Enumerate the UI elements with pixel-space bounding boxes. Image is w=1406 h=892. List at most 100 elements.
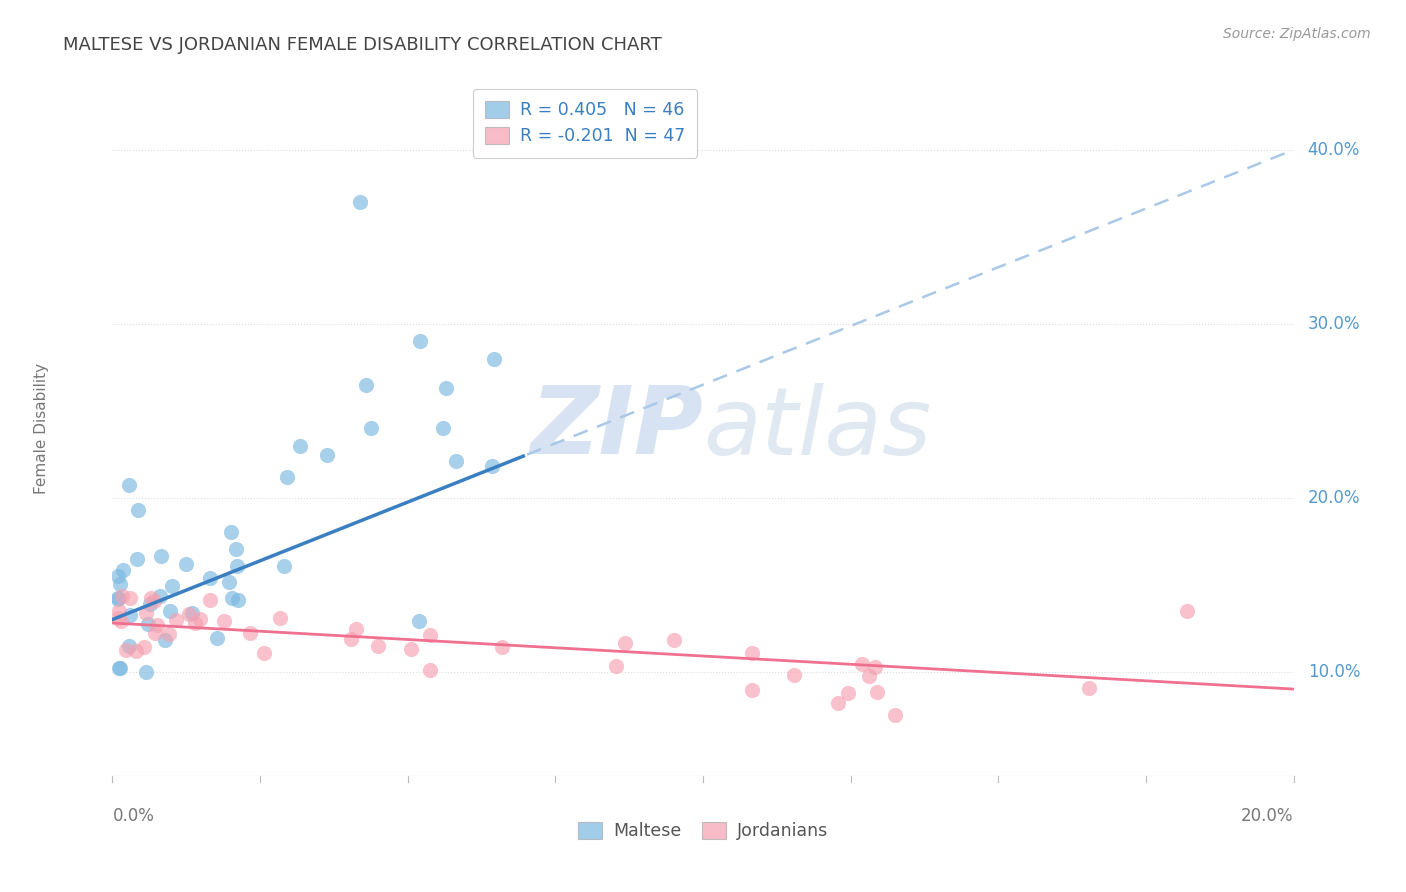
Point (432, 421, 454, 435)
Text: 20.0%: 20.0% (1241, 807, 1294, 825)
Legend: Maltese, Jordanians: Maltese, Jordanians (571, 815, 835, 847)
Point (408, 334, 430, 349)
Point (114, 643, 136, 657)
Point (221, 591, 243, 606)
Point (349, 195, 371, 210)
Point (228, 593, 250, 607)
Point (145, 626, 167, 640)
Point (127, 503, 149, 517)
Point (108, 661, 131, 675)
Text: Source: ZipAtlas.com: Source: ZipAtlas.com (1223, 27, 1371, 41)
Point (865, 685, 887, 699)
Point (482, 351, 505, 366)
Point (125, 552, 148, 566)
Point (111, 589, 134, 603)
Point (446, 454, 468, 468)
Point (120, 608, 142, 623)
Point (177, 607, 200, 621)
Point (408, 614, 430, 628)
Point (110, 614, 132, 628)
Point (107, 591, 129, 605)
Point (741, 683, 763, 698)
Point (783, 668, 806, 682)
Point (315, 448, 337, 462)
Point (253, 646, 276, 660)
Text: ZIP: ZIP (530, 382, 703, 475)
Point (135, 606, 157, 620)
Point (107, 611, 129, 625)
Point (135, 665, 157, 679)
Point (491, 640, 513, 654)
Point (198, 572, 221, 586)
Point (851, 657, 873, 671)
Point (139, 591, 162, 606)
Point (118, 639, 141, 653)
Point (360, 421, 382, 435)
Point (107, 569, 129, 583)
Point (125, 644, 148, 658)
Text: 10.0%: 10.0% (1308, 663, 1360, 681)
Text: 20.0%: 20.0% (1308, 489, 1360, 507)
Point (139, 597, 162, 611)
Point (159, 604, 181, 618)
Point (218, 575, 240, 590)
Point (827, 696, 849, 710)
Point (188, 612, 211, 626)
Point (183, 616, 205, 631)
Point (858, 668, 880, 682)
Point (160, 579, 183, 593)
Point (239, 626, 262, 640)
Text: Female Disability: Female Disability (34, 362, 49, 494)
Point (221, 525, 243, 540)
Point (134, 640, 156, 654)
Point (354, 378, 377, 392)
Point (419, 627, 441, 641)
Point (149, 589, 172, 603)
Point (145, 617, 167, 632)
Point (741, 646, 763, 660)
Point (157, 627, 180, 641)
Point (212, 614, 235, 628)
Point (863, 660, 886, 674)
Point (118, 591, 141, 606)
Point (165, 613, 187, 627)
Point (269, 611, 291, 625)
Point (107, 592, 129, 607)
Point (346, 623, 368, 637)
Point (198, 592, 221, 607)
Text: 40.0%: 40.0% (1308, 141, 1360, 159)
Point (108, 660, 131, 674)
Point (276, 469, 298, 483)
Point (174, 557, 197, 571)
Point (884, 708, 907, 723)
Point (367, 639, 389, 653)
Point (118, 478, 141, 492)
Point (837, 686, 859, 700)
Point (340, 632, 363, 646)
Point (481, 458, 503, 473)
Point (1175, 604, 1198, 618)
Point (136, 616, 159, 631)
Point (180, 606, 202, 620)
Point (149, 549, 172, 564)
Point (288, 439, 311, 453)
Point (399, 642, 422, 657)
Text: 0.0%: 0.0% (112, 807, 155, 825)
Text: atlas: atlas (703, 383, 931, 474)
Point (153, 633, 176, 648)
Text: MALTESE VS JORDANIAN FEMALE DISABILITY CORRELATION CHART: MALTESE VS JORDANIAN FEMALE DISABILITY C… (63, 36, 662, 54)
Point (614, 635, 637, 649)
Text: 30.0%: 30.0% (1308, 315, 1360, 333)
Point (226, 558, 249, 573)
Point (108, 577, 131, 591)
Point (225, 541, 247, 556)
Point (1078, 681, 1101, 695)
Point (108, 604, 131, 618)
Point (143, 594, 166, 608)
Point (419, 663, 441, 677)
Point (205, 632, 228, 646)
Point (605, 659, 627, 673)
Point (112, 563, 135, 577)
Point (273, 559, 295, 574)
Point (434, 380, 457, 394)
